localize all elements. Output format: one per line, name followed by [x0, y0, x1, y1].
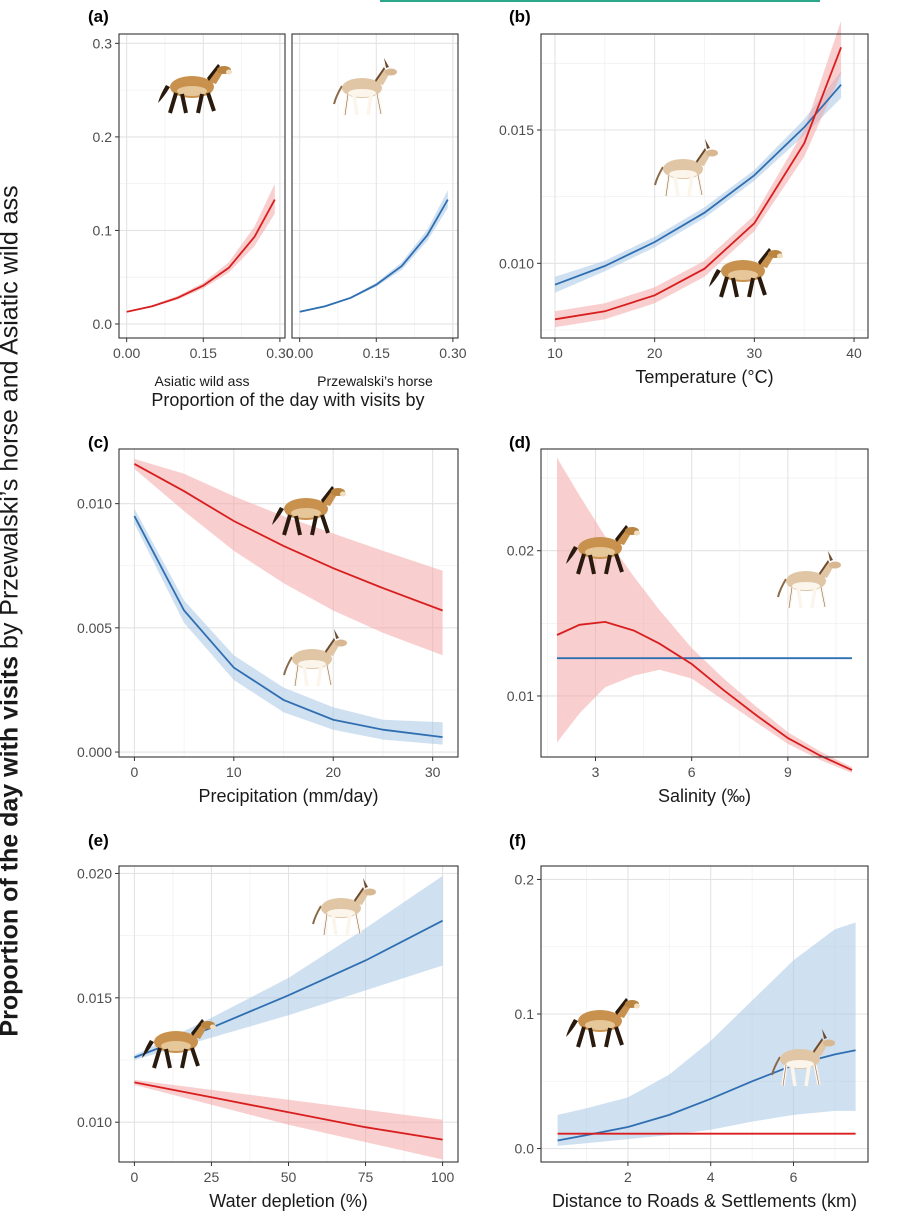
panel-f: 0.0 0.1 0.2 2 4 6 Distance to Roads & Settleme…: [509, 831, 869, 1211]
x-axis-title: Salinity (‰): [658, 786, 751, 806]
x-axis-title: Proportion of the day with visits by: [151, 390, 424, 410]
x-axis-title: Water depletion (%): [209, 1191, 367, 1211]
confidence-band-red: [557, 457, 852, 773]
series-line-red: [556, 620, 853, 771]
x-tick-label: 40: [846, 345, 862, 361]
x-tick-label: 0.30: [266, 345, 293, 361]
x-tick-label: 50: [281, 1169, 297, 1185]
y-label-bold-part: Proportion of the day with visits: [0, 655, 24, 1037]
x-tick-label: 0: [131, 1169, 139, 1185]
x-tick-label: 20: [647, 345, 663, 361]
panel-e: 0.010 0.015 0.020 0 25 50 75 100 Water depletion…: [77, 831, 459, 1211]
x-tick-label: 6: [790, 1169, 798, 1185]
panel-tag: (e): [88, 831, 109, 850]
x-tick-label: 20: [325, 764, 341, 780]
x-tick-label: 9: [784, 764, 792, 780]
series-line-blue: [557, 1049, 856, 1142]
confidence-band-blue: [557, 922, 856, 1146]
panel-border: [540, 448, 869, 758]
y-tick-label: 0.0: [515, 1141, 535, 1157]
panel-tag: (d): [509, 433, 531, 452]
x-tick-label: 0: [131, 764, 139, 780]
x-tick-label: 100: [431, 1169, 455, 1185]
x-tick-label: 10: [547, 345, 563, 361]
panel-tag: (f): [509, 831, 526, 850]
y-tick-label: 0.02: [507, 543, 534, 559]
x-tick-label: 0.00: [286, 345, 313, 361]
y-tick-label: 0.010: [77, 1114, 112, 1130]
series-line-red: [126, 199, 276, 313]
panel-b: 0.010 0.015 10 20 30 40 Temperature (°C) (b): [499, 7, 869, 387]
series-line-red: [133, 463, 443, 612]
x-axis-title: Temperature (°C): [635, 367, 773, 387]
series-line-blue: [133, 515, 443, 738]
panel-tag: (c): [88, 433, 109, 452]
panel-tag: (a): [88, 7, 109, 26]
x-tick-label: 2: [624, 1169, 632, 1185]
panel-d: 0.01 0.02 3 6 9 Salinity (‰) (d): [507, 433, 869, 806]
y-tick-label: 0.2: [515, 871, 535, 887]
panel-c: 0.000 0.005 0.010 0 10 20 30 Precipitation (mm/…: [77, 433, 459, 806]
x-axis-title: Precipitation (mm/day): [198, 786, 378, 806]
confidence-band-blue: [555, 71, 842, 293]
facet-label: Asiatic wild ass: [155, 373, 250, 389]
plot-background: [292, 34, 458, 338]
x-tick-label: 25: [204, 1169, 220, 1185]
y-tick-label: 0.015: [499, 122, 534, 138]
facet-label: Przewalski’s horse: [317, 373, 433, 389]
panel-border: [118, 448, 459, 758]
x-tick-label: 6: [688, 764, 696, 780]
x-tick-label: 0.15: [363, 345, 390, 361]
y-tick-label: 0.1: [93, 222, 113, 238]
x-tick-label: 3: [592, 764, 600, 780]
series-line-red: [134, 1081, 443, 1141]
y-label-rest-part: by Przewalski’s horse and Asiatic wild a…: [0, 185, 24, 650]
x-tick-label: 30: [747, 345, 763, 361]
series-line-blue: [554, 84, 842, 286]
series-line-red: [554, 46, 842, 321]
x-tick-label: 75: [358, 1169, 374, 1185]
y-tick-label: 0.010: [499, 255, 534, 271]
x-tick-label: 0.15: [190, 345, 217, 361]
x-tick-label: 30: [425, 764, 441, 780]
confidence-band-red: [555, 20, 842, 328]
panel-border: [291, 33, 459, 339]
y-tick-label: 0.000: [77, 744, 112, 760]
confidence-band-red: [134, 1079, 443, 1160]
y-tick-label: 0.01: [507, 688, 534, 704]
confidence-band-blue: [134, 508, 443, 745]
x-axis-title: Distance to Roads & Settlements (km): [552, 1191, 857, 1211]
x-tick-label: 0.00: [113, 345, 140, 361]
x-tick-label: 4: [707, 1169, 715, 1185]
y-tick-label: 0.2: [93, 129, 113, 145]
y-tick-label: 0.010: [77, 496, 112, 512]
y-tick-label: 0.1: [515, 1006, 535, 1022]
x-tick-label: 10: [226, 764, 242, 780]
y-tick-label: 0.005: [77, 620, 112, 636]
panel-a-facet-1: 0.0 0.1 0.2 0.3 0.00 0.15 0.30: [93, 33, 294, 361]
x-tick-label: 0.30: [439, 345, 466, 361]
y-tick-label: 0.0: [93, 316, 113, 332]
y-tick-label: 0.020: [77, 865, 112, 881]
header-rule: [380, 0, 820, 2]
panel-tag: (b): [509, 7, 531, 26]
y-tick-label: 0.3: [93, 35, 113, 51]
panel-border: [118, 33, 286, 339]
series-line-blue: [299, 199, 449, 313]
y-tick-label: 0.015: [77, 990, 112, 1006]
panel-border: [540, 33, 869, 339]
